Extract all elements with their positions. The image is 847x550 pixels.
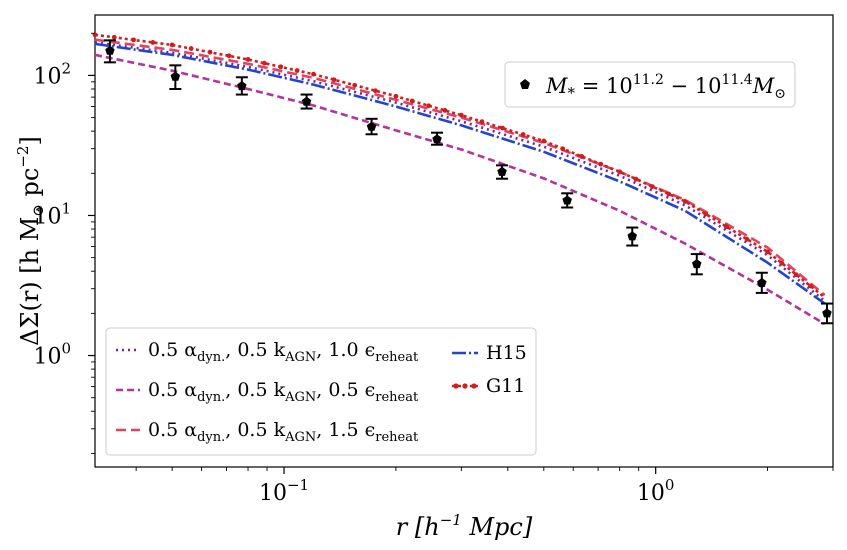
- series-marker-G11: [372, 88, 378, 94]
- series-line-H15: [94, 42, 826, 305]
- series-marker-G11: [703, 211, 709, 217]
- series-marker-G11: [311, 71, 316, 77]
- plot-frame: [94, 14, 834, 468]
- series-marker-G11: [793, 272, 799, 278]
- series-marker-G11: [226, 53, 232, 59]
- data-point: [822, 308, 832, 318]
- data-point: [366, 121, 377, 131]
- data-point: [432, 134, 442, 144]
- series-marker-G11: [352, 82, 358, 88]
- series-marker-G11: [393, 93, 399, 99]
- series-marker-G11: [278, 64, 284, 70]
- series-line-magenta-dashed: [94, 53, 826, 326]
- series-marker-G11: [207, 49, 213, 55]
- data-point: [627, 231, 637, 241]
- data-point: [692, 259, 702, 269]
- legend-series: 0.5 αdyn., 0.5 kAGN, 1.0 ϵreheat 0.5 αdyn…: [105, 327, 537, 456]
- series-line-pink-dashed: [94, 38, 826, 297]
- series-marker-G11: [579, 154, 585, 159]
- series-marker-G11: [617, 169, 623, 175]
- data-point: [301, 96, 312, 106]
- observed-points: [103, 39, 833, 325]
- legend-label-H15: H15: [486, 342, 527, 364]
- series-marker-G11: [649, 184, 655, 190]
- series-marker-G11: [131, 37, 136, 43]
- legend-observations: M* = 1011.2 − 1011.4M⊙: [504, 61, 796, 108]
- legend-marker-G11: [462, 383, 468, 389]
- series-marker-G11: [426, 103, 432, 109]
- series-marker-G11: [294, 68, 300, 73]
- series-marker-G11: [723, 224, 729, 230]
- legend-label-magenta-dashed: 0.5 αdyn., 0.5 kAGN, 0.5 ϵreheat: [148, 379, 419, 405]
- x-tick-label: 10−1: [259, 476, 309, 506]
- series-marker-G11: [111, 34, 117, 40]
- legend-label-G11: G11: [486, 375, 525, 397]
- series-marker-G11: [150, 40, 156, 45]
- series-marker-G11: [188, 46, 194, 51]
- series-marker-G11: [560, 146, 566, 152]
- data-point: [562, 195, 572, 205]
- series-marker-G11: [442, 108, 448, 113]
- series-marker-G11: [331, 77, 337, 83]
- data-point: [170, 71, 181, 81]
- legend-marker-G11: [471, 383, 477, 389]
- series-marker-G11: [598, 161, 604, 167]
- x-tick-label: 100: [637, 476, 675, 506]
- series-marker-G11: [409, 98, 415, 104]
- series-marker-G11: [666, 191, 672, 197]
- data-point: [497, 166, 507, 176]
- series-marker-G11: [541, 138, 547, 144]
- x-axis-label: r [h−1 Mpc]: [396, 511, 533, 541]
- series-marker-G11: [633, 176, 639, 182]
- legend-marker-G11: [453, 383, 459, 389]
- series-marker-G11: [261, 60, 267, 66]
- obs-legend-label: M* = 1011.2 − 1011.4M⊙: [545, 72, 786, 102]
- series-marker-G11: [245, 57, 251, 62]
- series-marker-G11: [169, 42, 175, 48]
- series-marker-G11: [520, 132, 526, 137]
- series-marker-G11: [808, 283, 813, 289]
- data-point: [757, 277, 767, 287]
- series-marker-G11: [500, 125, 505, 131]
- series-marker-G11: [779, 260, 785, 266]
- series-marker-G11: [458, 112, 464, 118]
- series-marker-G11: [744, 236, 750, 242]
- y-tick-label: 102: [33, 59, 71, 89]
- series-marker-G11: [479, 119, 485, 125]
- legend-label-purple-dotted: 0.5 αdyn., 0.5 kAGN, 1.0 ϵreheat: [148, 339, 419, 365]
- legend-label-pink-dashed: 0.5 αdyn., 0.5 kAGN, 1.5 ϵreheat: [148, 419, 419, 445]
- series-marker-G11: [682, 199, 688, 204]
- data-point: [237, 81, 247, 91]
- data-point: [105, 45, 115, 55]
- y-axis-label: ΔΣ(r) [h M⊙ pc−2]: [14, 136, 47, 346]
- series-marker-G11: [765, 249, 770, 255]
- pentagon-marker-icon: [520, 79, 530, 89]
- model-curves: [92, 32, 826, 326]
